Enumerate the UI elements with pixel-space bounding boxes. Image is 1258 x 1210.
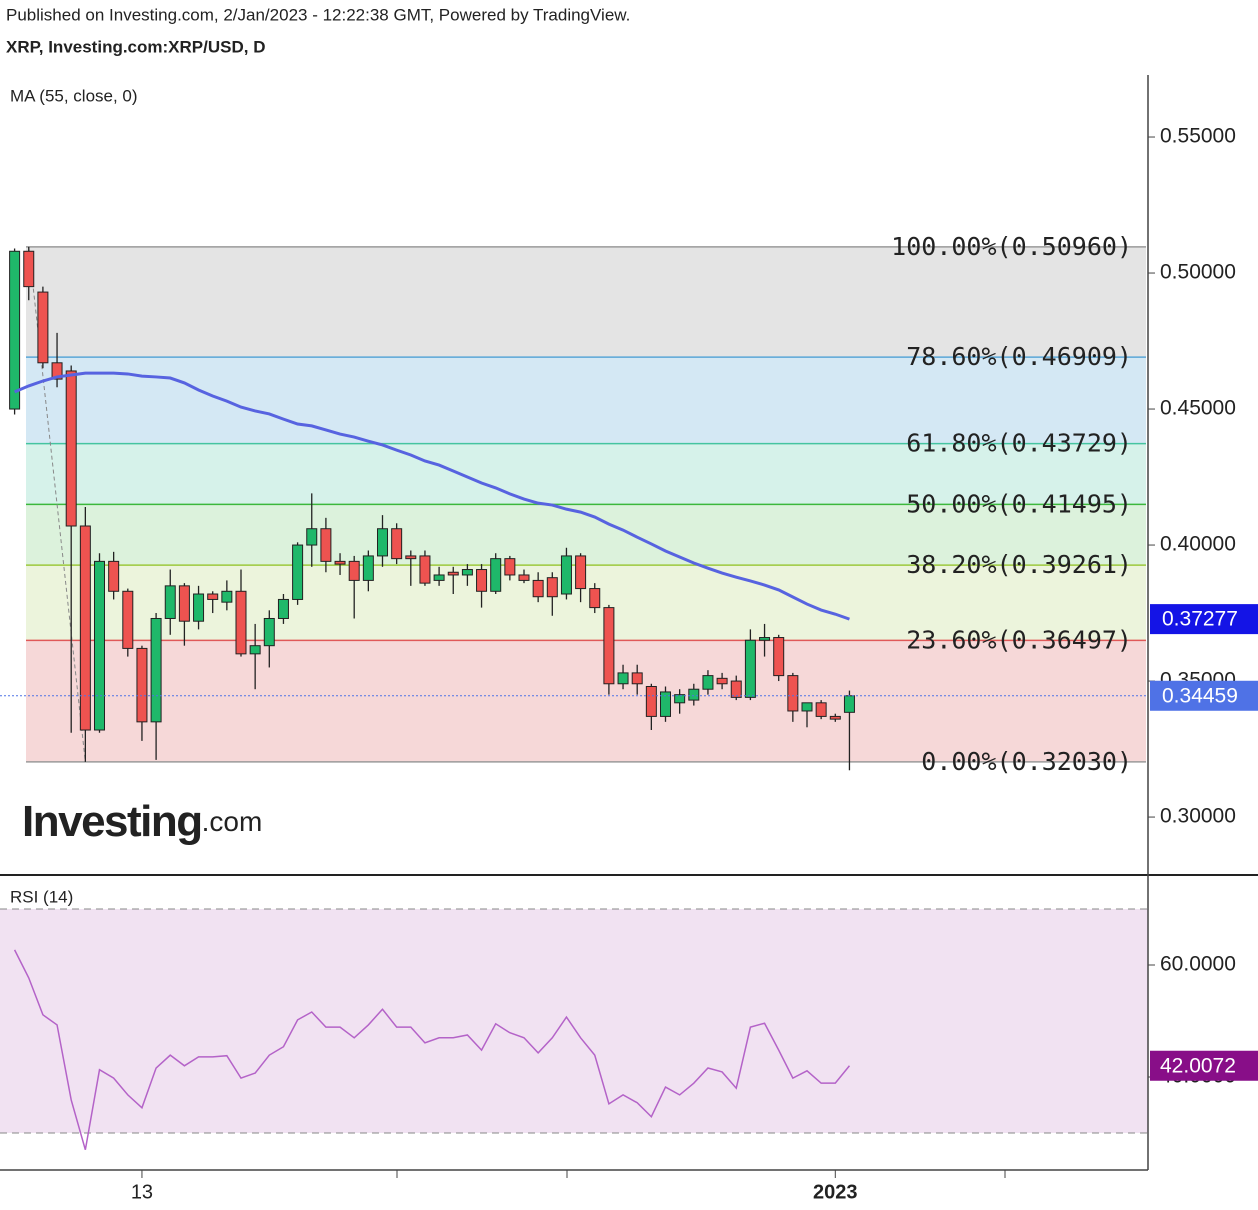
- candle-body: [702, 675, 714, 690]
- candle-body: [178, 585, 190, 622]
- candle-body: [65, 370, 77, 527]
- candle-body: [306, 528, 318, 546]
- fib-level-label: 78.60%(0.46909): [906, 342, 1132, 371]
- y-tick-label: 0.30000: [1160, 805, 1236, 828]
- logo-main: Investing: [22, 797, 202, 846]
- candle-body: [9, 250, 21, 410]
- candle-body: [51, 362, 63, 380]
- candle-body: [532, 579, 544, 598]
- candle-body: [249, 645, 261, 655]
- last-price-box: [1150, 680, 1258, 711]
- fib-zone: [26, 640, 1146, 762]
- candle-body: [660, 691, 671, 717]
- candle-body: [136, 647, 148, 723]
- candle-body: [603, 607, 615, 685]
- ma-line: [14, 371, 850, 621]
- fib-zone: [26, 443, 1146, 505]
- y-tick-label: 60.0000: [1160, 953, 1236, 976]
- candle-body: [759, 637, 771, 641]
- ma-legend: MA (55, close, 0): [10, 86, 138, 105]
- logo: Investing.com: [22, 797, 262, 846]
- candle-body: [207, 593, 219, 600]
- logo-suffix: .com: [202, 806, 263, 837]
- candle-body: [518, 574, 530, 581]
- y-tick-label: 0.50000: [1160, 261, 1236, 284]
- y-tick-label: 0.55000: [1160, 125, 1236, 148]
- ma-value-box: [1150, 604, 1258, 635]
- candle-body: [221, 590, 233, 603]
- fib-zone: [26, 246, 1146, 358]
- candle-body: [334, 560, 346, 565]
- x-tick-label: 13: [131, 1181, 153, 1203]
- fib-level-label: 23.60%(0.36497): [906, 625, 1132, 654]
- rsi-value-box: [1150, 1050, 1258, 1081]
- candle-body: [744, 639, 756, 698]
- candle-body: [377, 528, 388, 557]
- candle-body: [645, 685, 657, 717]
- candle-body: [447, 571, 459, 576]
- y-tick-label: 0.40000: [1160, 533, 1236, 556]
- symbol-title: XRP, Investing.com:XRP/USD, D: [6, 37, 265, 56]
- published-note: Published on Investing.com, 2/Jan/2023 -…: [6, 5, 630, 24]
- fib-level-label: 61.80%(0.43729): [906, 429, 1132, 458]
- ma-value-label: 0.37277: [1162, 608, 1238, 631]
- fib-zone: [26, 357, 1146, 444]
- candle-body: [843, 695, 855, 713]
- candle-body: [631, 672, 643, 685]
- fib-level-label: 38.20%(0.39261): [906, 550, 1132, 579]
- candle-body: [320, 528, 332, 562]
- candle-body: [94, 560, 105, 731]
- candle-body: [419, 555, 431, 584]
- candle-body: [348, 560, 360, 581]
- candle-body: [461, 569, 473, 576]
- candle-body: [546, 577, 558, 598]
- candle-body: [164, 585, 176, 619]
- fib-level-label: 100.00%(0.50960): [891, 232, 1132, 261]
- candle-body: [277, 598, 289, 619]
- candle-body: [829, 715, 841, 720]
- candle-body: [504, 558, 516, 576]
- fib-level-label: 0.00%(0.32030): [921, 747, 1132, 776]
- candle-body: [235, 590, 247, 655]
- candle-body: [79, 525, 91, 731]
- candle-body: [773, 637, 785, 677]
- x-tick-label: 2023: [813, 1181, 858, 1203]
- candle-body: [23, 250, 35, 288]
- candle-body: [405, 555, 417, 560]
- candle-body: [122, 590, 134, 649]
- rsi-line: [13, 949, 851, 1150]
- rsi-legend: RSI (14): [10, 887, 73, 906]
- candle-body: [391, 528, 403, 560]
- candle-body: [575, 555, 587, 590]
- candle-body: [674, 694, 686, 704]
- candle-body: [150, 617, 162, 723]
- candle-body: [362, 555, 374, 581]
- candle-body: [801, 702, 813, 712]
- candle-body: [490, 558, 502, 592]
- candle-body: [193, 593, 205, 622]
- candle-body: [688, 688, 700, 701]
- candle-body: [815, 702, 827, 717]
- candle-body: [589, 588, 601, 609]
- y-tick-label: 0.45000: [1160, 397, 1236, 420]
- candle-body: [716, 677, 728, 685]
- candle-body: [730, 680, 742, 698]
- candle-body: [108, 560, 120, 592]
- candle-body: [787, 675, 799, 712]
- candle-body: [263, 617, 275, 647]
- candle-body: [433, 574, 445, 581]
- candle-body: [617, 672, 629, 685]
- candle-body: [476, 569, 488, 592]
- candle-body: [560, 555, 572, 595]
- fib-level-label: 50.00%(0.41495): [906, 489, 1132, 518]
- candle-body: [37, 291, 49, 364]
- candle-body: [292, 544, 304, 600]
- rsi-band: [0, 908, 1148, 1133]
- rsi-value-label: 42.0072: [1160, 1054, 1236, 1077]
- last-price-label: 0.34459: [1162, 684, 1238, 707]
